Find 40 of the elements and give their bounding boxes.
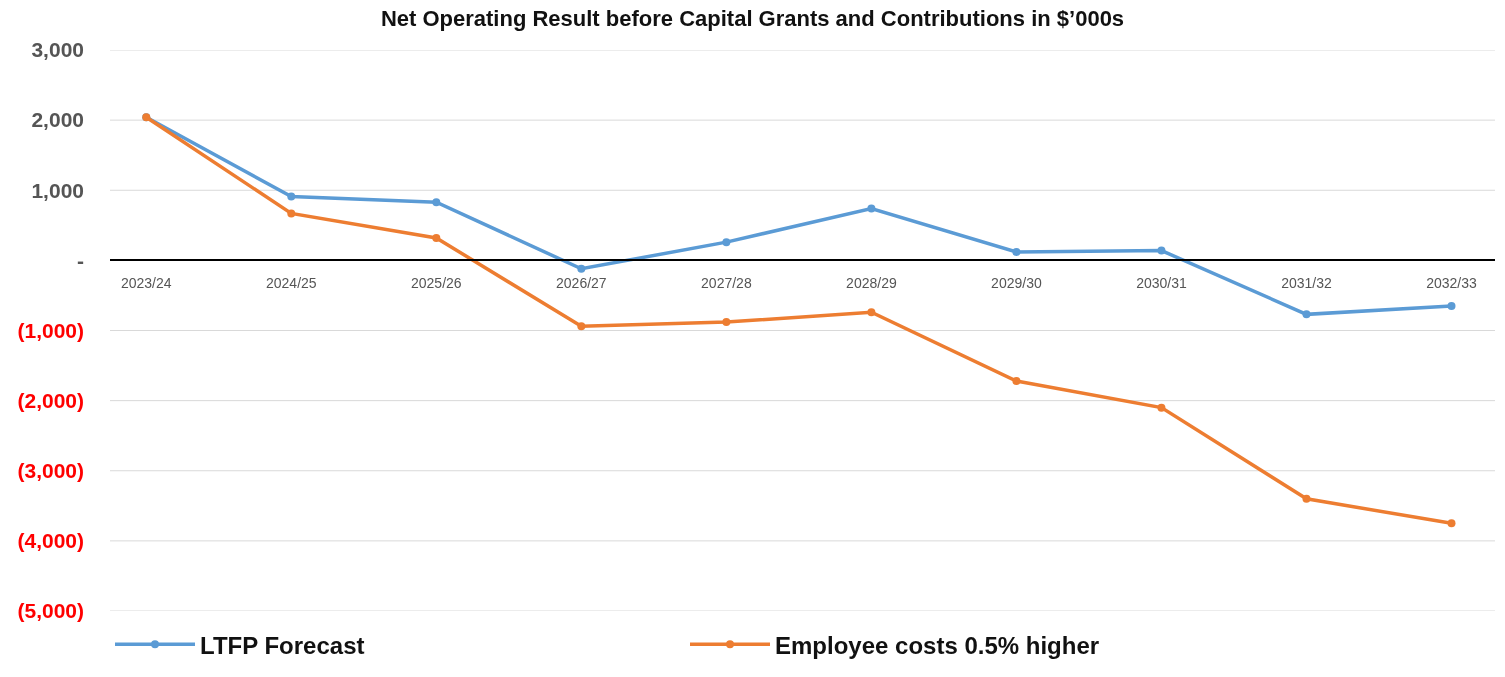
y-tick-label: (3,000) <box>17 459 84 483</box>
x-tick-label: 2024/25 <box>265 274 317 291</box>
point <box>287 192 296 201</box>
y-tick-label: 1,000 <box>31 178 84 202</box>
point <box>287 209 296 218</box>
y-tick-label: (2,000) <box>17 388 84 412</box>
y-tick-label: 2,000 <box>31 108 84 132</box>
point <box>1302 310 1311 319</box>
point <box>722 238 731 247</box>
chart-title: Net Operating Result before Capital Grants and Contributions in $’000s <box>380 5 1125 31</box>
x-tick-label: 2032/33 <box>1426 274 1478 291</box>
y-tick-label: (5,000) <box>17 599 84 623</box>
x-tick-label: 2028/29 <box>846 274 897 291</box>
point <box>432 233 441 242</box>
point <box>867 308 876 317</box>
point <box>1447 519 1456 528</box>
x-tick-label: 2030/31 <box>1136 274 1187 291</box>
point <box>1302 494 1311 503</box>
point <box>1157 246 1166 255</box>
point <box>432 198 441 207</box>
x-tick-label: 2027/28 <box>701 274 752 291</box>
x-tick-label: 2029/30 <box>991 274 1042 291</box>
y-tick-label: (4,000) <box>17 529 84 553</box>
y-tick-label: 3,000 <box>31 38 84 62</box>
point <box>867 204 876 213</box>
point <box>577 264 586 273</box>
y-tick-label: - <box>77 248 84 272</box>
point <box>1447 301 1456 310</box>
x-tick-label: 2026/27 <box>556 274 607 291</box>
legend-label: Employee costs 0.5% higher <box>775 631 1100 659</box>
legend-label: LTFP Forecast <box>200 631 365 659</box>
x-tick-label: 2025/26 <box>411 274 462 291</box>
x-tick-label: 2031/32 <box>1281 274 1332 291</box>
point <box>722 318 731 327</box>
point <box>1012 247 1021 256</box>
point <box>1012 376 1021 385</box>
point <box>1157 403 1166 412</box>
x-tick-label: 2023/24 <box>120 274 172 291</box>
y-tick-label: (1,000) <box>17 318 84 342</box>
point <box>577 322 586 331</box>
